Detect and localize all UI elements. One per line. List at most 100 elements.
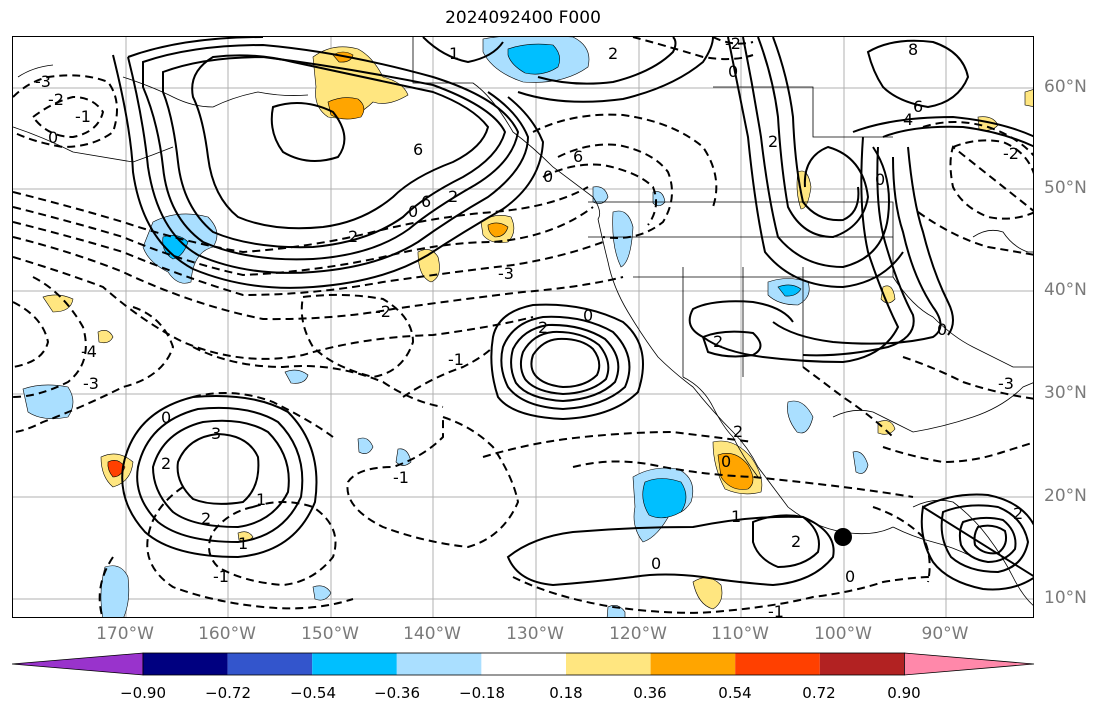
colorbar-segment <box>650 653 736 675</box>
colorbar-tick-label: 0.90 <box>887 684 921 702</box>
contour-label: -1 <box>393 468 409 487</box>
contour-label: 3 <box>211 424 221 443</box>
contour-label: 2 <box>733 422 743 441</box>
contour-label: 2 <box>1013 504 1023 523</box>
contour-labels: -3 -2 -1 0 2 0 6 6 2 6 0 -3 -2 -1 -4 -3 … <box>35 37 1023 618</box>
contour-label: 8 <box>908 40 918 59</box>
positive-contours <box>112 37 1033 591</box>
lightblue-patch <box>284 369 309 384</box>
lightblue-patch <box>312 585 332 601</box>
contour-label: 2 <box>791 532 801 551</box>
lon-label: 110°W <box>711 624 769 644</box>
contour-label: 0 <box>845 567 855 586</box>
lightblue-patch <box>612 210 634 268</box>
orange-patch <box>107 460 126 478</box>
contour-label: 2 <box>201 509 211 528</box>
contour-label: 6 <box>421 192 431 211</box>
contour-label: 0 <box>161 408 171 427</box>
shaded-anomalies <box>22 37 1033 617</box>
lat-label: 50°N <box>1044 178 1087 198</box>
contour-label: 0 <box>583 306 593 325</box>
lat-label: 30°N <box>1044 383 1087 403</box>
colorbar-tick-label: −0.90 <box>120 684 166 702</box>
yellow-patch <box>877 420 896 435</box>
contour-label: -3 <box>83 374 99 393</box>
map-panel: -3 -2 -1 0 2 0 6 6 2 6 0 -3 -2 -1 -4 -3 … <box>12 36 1034 618</box>
blue-patch <box>777 284 802 297</box>
contour-label: -1 <box>768 602 784 618</box>
lightblue-patch <box>22 384 74 419</box>
contour-label: 0 <box>408 202 418 221</box>
colorbar-tick-label: −0.18 <box>459 684 505 702</box>
contour-label: -2 <box>725 37 741 53</box>
orange-patch <box>327 97 365 120</box>
contour-label: 0 <box>875 170 885 189</box>
lon-label: 160°W <box>198 624 256 644</box>
contour-label: 4 <box>903 110 913 129</box>
contour-label: 0 <box>728 62 738 81</box>
colorbar-segment <box>735 653 820 675</box>
contour-label: 2 <box>713 332 723 351</box>
contour-label: 0 <box>721 452 731 471</box>
contour-label: 1 <box>256 490 266 509</box>
contour-label: -3 <box>998 374 1014 393</box>
colorbar-tick-label: 0.54 <box>718 684 752 702</box>
lat-label: 40°N <box>1044 280 1087 300</box>
colorbar-tick-label: 0.72 <box>802 684 836 702</box>
coastlines <box>13 37 1033 606</box>
contour-label: -2 <box>375 302 391 321</box>
contour-label: 0 <box>651 554 661 573</box>
contour-label: -1 <box>448 350 464 369</box>
lon-label: 90°W <box>921 624 969 644</box>
lat-label: 60°N <box>1044 77 1087 97</box>
contour-label: 6 <box>913 97 923 116</box>
contour-label: 0 <box>937 320 947 339</box>
colorbar-tick-label: 0.18 <box>549 684 583 702</box>
lon-label: 130°W <box>506 624 564 644</box>
lon-label: 100°W <box>814 624 872 644</box>
lightblue-patch <box>787 400 814 434</box>
contour-label: -1 <box>75 107 91 126</box>
contour-label: 1 <box>238 534 248 553</box>
contour-label: -3 <box>498 264 514 283</box>
contour-label: 1 <box>449 44 459 63</box>
lon-label: 150°W <box>301 624 359 644</box>
contour-label: 1 <box>731 507 741 526</box>
contour-label: -4 <box>81 342 97 361</box>
lon-label: 170°W <box>96 624 154 644</box>
lightblue-patch <box>852 451 869 474</box>
colorbar-segment <box>143 653 228 675</box>
negative-contours <box>13 37 1033 617</box>
contour-label: 2 <box>538 318 548 337</box>
colorbar-segment <box>227 653 313 675</box>
lightblue-patch <box>100 565 130 617</box>
colorbar-tick-label: 0.36 <box>633 684 667 702</box>
yellow-patch <box>692 577 723 610</box>
colorbar-tick-label: −0.36 <box>374 684 420 702</box>
contour-label: -2 <box>1003 144 1019 163</box>
contour-label: -3 <box>35 72 51 91</box>
contour-label: 0 <box>48 128 58 147</box>
contour-label: 6 <box>573 147 583 166</box>
map-title: 2024092400 F000 <box>445 8 601 28</box>
contour-label: 2 <box>448 187 458 206</box>
colorbar-segment <box>566 653 651 675</box>
contour-label: 2 <box>768 132 778 151</box>
colorbar-segment <box>819 653 905 675</box>
contour-label: -1 <box>213 567 229 586</box>
colorbar <box>12 652 1035 676</box>
blue-patch <box>642 478 687 519</box>
map-canvas: -3 -2 -1 0 2 0 6 6 2 6 0 -3 -2 -1 -4 -3 … <box>13 37 1033 618</box>
lightblue-patch <box>395 448 412 466</box>
lon-label: 140°W <box>403 624 461 644</box>
colorbar-extension-right <box>904 652 1035 676</box>
lon-label: 120°W <box>609 624 667 644</box>
contour-label: 0 <box>543 167 553 186</box>
orange-patch <box>487 222 509 238</box>
blue-patch <box>507 43 560 75</box>
contour-label: -2 <box>48 90 64 109</box>
lat-label: 20°N <box>1044 486 1087 506</box>
contour-label: 2 <box>608 44 618 63</box>
colorbar-segment <box>312 653 397 675</box>
colorbar-tick-label: −0.54 <box>290 684 336 702</box>
